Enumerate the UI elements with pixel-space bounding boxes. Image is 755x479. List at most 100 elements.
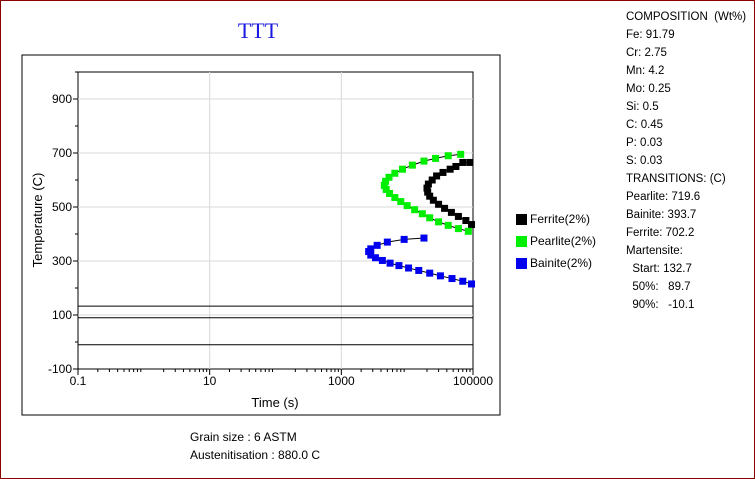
data-point	[457, 150, 465, 158]
data-point	[408, 161, 416, 169]
composition-item: Mn: 4.2	[626, 65, 665, 77]
data-point	[386, 259, 394, 267]
data-point	[426, 269, 434, 277]
legend-label: Pearlite(2%)	[530, 234, 597, 248]
data-point	[429, 196, 437, 204]
data-point	[397, 198, 405, 206]
composition-title: COMPOSITION (Wt%)	[626, 11, 747, 23]
composition-item: Fe: 91.79	[626, 29, 675, 41]
series-0	[423, 158, 476, 229]
data-point	[391, 169, 399, 177]
data-point	[466, 158, 474, 166]
data-point	[452, 163, 460, 170]
martensite-item: 50%: 89.7	[626, 281, 691, 293]
data-point	[468, 280, 476, 288]
y-tick-label: -100	[48, 362, 72, 376]
composition-item: Cr: 2.75	[626, 47, 667, 59]
data-point	[464, 227, 472, 235]
data-point	[371, 254, 379, 262]
legend-item: Bainite(2%)	[516, 254, 596, 272]
x-tick-label: 100000	[453, 374, 493, 388]
legend-label: Ferrite(2%)	[530, 212, 591, 226]
austenitisation-text: Austenitisation : 880.0 C	[190, 448, 321, 462]
data-point	[444, 152, 452, 160]
chart-legend: Ferrite(2%) Pearlite(2%) Bainite(2%)	[516, 210, 596, 276]
data-point	[433, 172, 441, 180]
martensite-lines	[78, 305, 473, 346]
x-axis-ticks: 0.1 10 1000 100000	[70, 369, 493, 388]
data-point	[439, 168, 447, 176]
chart-title: TTT	[237, 18, 279, 43]
data-point	[405, 264, 413, 272]
data-point	[436, 272, 444, 280]
martensite-item: 90%: -10.1	[626, 299, 695, 311]
data-point	[391, 194, 399, 202]
grid-lines	[78, 72, 473, 369]
data-point	[382, 185, 390, 193]
data-point	[403, 202, 411, 210]
plot-area	[77, 71, 474, 370]
legend-swatch	[516, 213, 527, 225]
data-point	[365, 248, 373, 256]
y-axis-ticks: -100 100 300 500 700 900	[48, 71, 78, 376]
data-point	[424, 180, 432, 188]
series-2	[365, 234, 476, 288]
legend-item: Pearlite(2%)	[516, 232, 596, 250]
data-point	[385, 173, 393, 181]
composition-item: P: 0.03	[626, 137, 663, 149]
data-point	[415, 266, 423, 274]
data-point	[424, 188, 432, 196]
data-point	[426, 192, 434, 200]
data-point	[446, 165, 454, 173]
data-point	[399, 165, 407, 173]
data-point	[395, 262, 403, 270]
data-point	[462, 217, 470, 224]
data-point	[423, 184, 431, 192]
data-point	[380, 181, 388, 189]
x-tick-label: 0.1	[70, 374, 87, 388]
composition-item: C: 0.45	[626, 119, 664, 131]
x-tick-label: 1000	[328, 374, 355, 388]
y-tick-label: 700	[52, 146, 72, 160]
transition-item: Pearlite: 719.6	[626, 191, 701, 203]
data-point	[441, 204, 449, 212]
composition-panel: COMPOSITION (Wt%) Fe: 91.79 Cr: 2.75 Mn: 4…	[626, 8, 746, 314]
data-point	[386, 190, 394, 197]
data-point	[378, 256, 386, 264]
martensite-title: Martensite:	[626, 245, 683, 257]
data-point	[373, 241, 381, 249]
data-point	[420, 157, 428, 165]
data-point	[454, 225, 462, 233]
data-point	[367, 251, 375, 259]
series-1	[380, 150, 472, 235]
data-point	[382, 177, 390, 185]
y-tick-label: 300	[52, 254, 72, 268]
legend-label: Bainite(2%)	[530, 256, 593, 270]
x-tick-label: 10	[203, 374, 217, 388]
data-point	[444, 221, 452, 229]
legend-swatch	[516, 257, 527, 269]
data-point	[459, 277, 467, 285]
y-tick-label: 500	[52, 200, 72, 214]
data-point	[459, 158, 467, 166]
data-point	[468, 221, 476, 229]
x-axis-label: Time (s)	[251, 395, 298, 410]
transition-item: Bainite: 393.7	[626, 209, 697, 221]
series-group	[365, 150, 476, 288]
transitions-title: TRANSITIONS: (C)	[626, 173, 726, 185]
data-point	[447, 208, 455, 216]
transition-item: Ferrite: 702.2	[626, 227, 695, 239]
data-point	[432, 154, 440, 162]
data-point	[418, 210, 426, 218]
data-point	[383, 238, 391, 246]
y-tick-label: 100	[52, 308, 72, 322]
footer-info: Grain size : 6 ASTM Austenitisation : 88…	[190, 428, 320, 464]
composition-item: Si: 0.5	[626, 101, 659, 113]
y-tick-label: 900	[52, 92, 72, 106]
composition-item: Mo: 0.25	[626, 83, 671, 95]
data-point	[411, 206, 419, 214]
data-point	[420, 234, 428, 242]
data-point	[454, 212, 462, 220]
composition-item: S: 0.03	[626, 155, 663, 167]
